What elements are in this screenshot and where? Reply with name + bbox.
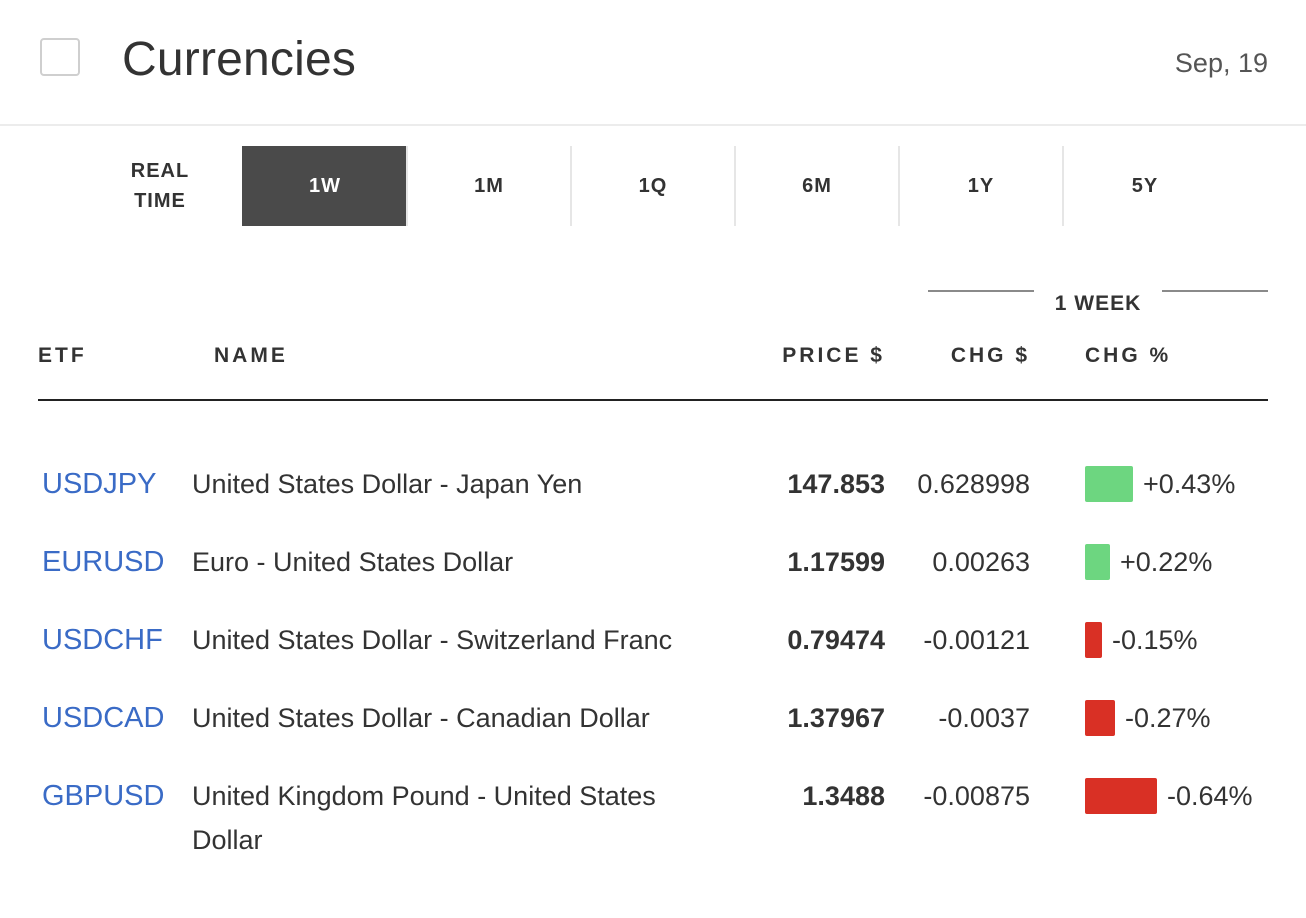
price-value: 0.79474 xyxy=(787,625,885,655)
table-row: USDCHF United States Dollar - Switzerlan… xyxy=(0,596,1306,674)
price-value: 1.3488 xyxy=(802,781,885,811)
percent-value: -0.15% xyxy=(1112,624,1198,655)
price-value: 147.853 xyxy=(787,469,885,499)
column-header-name[interactable]: NAME xyxy=(214,344,288,367)
currency-name: United States Dollar - Switzerland Franc xyxy=(192,625,673,655)
price-value: 1.37967 xyxy=(787,703,885,733)
tab-5y[interactable]: 5Y xyxy=(1062,146,1226,226)
percent-value: +0.22% xyxy=(1120,546,1213,577)
symbol-link[interactable]: USDCHF xyxy=(42,624,163,656)
currency-name: Euro - United States Dollar xyxy=(192,547,514,577)
tab-1m[interactable]: 1M xyxy=(406,146,570,226)
change-value: -0.00121 xyxy=(923,625,1030,655)
select-checkbox[interactable] xyxy=(40,38,80,76)
percent-change: +0.43% xyxy=(1085,462,1235,506)
table-row: USDJPY United States Dollar - Japan Yen … xyxy=(0,440,1306,518)
change-value: 0.628998 xyxy=(917,469,1030,499)
column-header-chg[interactable]: CHG $ xyxy=(950,344,1030,367)
table-row: USDCAD United States Dollar - Canadian D… xyxy=(0,674,1306,752)
currency-name: United States Dollar - Japan Yen xyxy=(192,469,583,499)
group-rule-right xyxy=(1162,290,1268,292)
tab-1w[interactable]: 1W xyxy=(242,146,406,226)
period-group-header: 1 WEEK xyxy=(928,280,1268,320)
tab-1y[interactable]: 1Y xyxy=(898,146,1062,226)
symbol-link[interactable]: EURUSD xyxy=(42,546,165,578)
widget-header: Currencies Sep, 19 xyxy=(0,0,1306,126)
percent-change: -0.64% xyxy=(1085,774,1253,818)
column-header-price[interactable]: PRICE $ xyxy=(782,344,885,367)
percent-change: -0.15% xyxy=(1085,618,1198,662)
change-bar xyxy=(1085,544,1110,580)
change-value: -0.0037 xyxy=(938,703,1030,733)
change-bar xyxy=(1085,700,1115,736)
header-divider xyxy=(38,399,1268,401)
currency-name: United States Dollar - Canadian Dollar xyxy=(192,703,650,733)
change-bar xyxy=(1085,466,1133,502)
tab-real-time[interactable]: REAL TIME xyxy=(130,160,190,212)
symbol-link[interactable]: USDJPY xyxy=(42,468,157,500)
group-label: 1 WEEK xyxy=(1054,292,1142,315)
change-bar xyxy=(1085,778,1157,814)
price-value: 1.17599 xyxy=(787,547,885,577)
currency-table-body: USDJPY United States Dollar - Japan Yen … xyxy=(0,440,1306,855)
percent-value: -0.64% xyxy=(1167,780,1253,811)
symbol-link[interactable]: USDCAD xyxy=(42,702,165,734)
percent-change: +0.22% xyxy=(1085,540,1212,584)
symbol-link[interactable]: GBPUSD xyxy=(42,780,165,812)
period-tabs: REAL TIME 1W 1M 1Q 6M 1Y 5Y xyxy=(78,146,1226,226)
page-title: Currencies xyxy=(122,33,357,86)
percent-value: +0.43% xyxy=(1143,468,1236,499)
percent-change: -0.27% xyxy=(1085,696,1211,740)
change-value: -0.00875 xyxy=(923,781,1030,811)
tab-1q[interactable]: 1Q xyxy=(570,146,734,226)
currency-name: United Kingdom Pound - United States Dol… xyxy=(192,781,656,855)
change-bar xyxy=(1085,622,1102,658)
column-header-pct[interactable]: CHG % xyxy=(1085,344,1172,367)
group-rule-left xyxy=(928,290,1034,292)
date-label: Sep, 19 xyxy=(1174,48,1268,78)
tab-6m[interactable]: 6M xyxy=(734,146,898,226)
table-row: EURUSD Euro - United States Dollar 1.175… xyxy=(0,518,1306,596)
change-value: 0.00263 xyxy=(932,547,1030,577)
percent-value: -0.27% xyxy=(1125,702,1211,733)
column-header-etf[interactable]: ETF xyxy=(38,344,87,367)
table-row: GBPUSD United Kingdom Pound - United Sta… xyxy=(0,752,1306,855)
